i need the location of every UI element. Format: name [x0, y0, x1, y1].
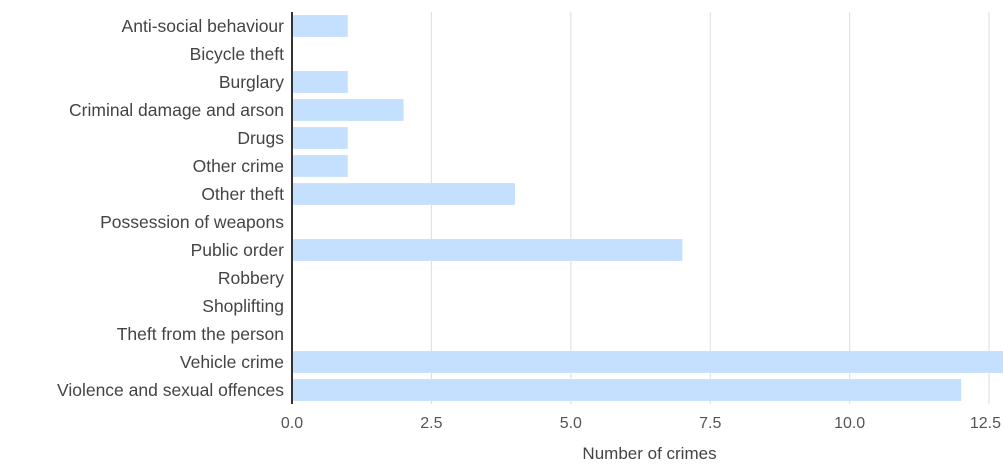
x-tick-label: 10.0 [834, 415, 865, 432]
x-tick-label: 12.5 [970, 415, 1001, 432]
category-labels: Anti-social behaviour Bicycle theft Burgla… [57, 16, 284, 400]
x-tick-label: 5.0 [560, 415, 582, 432]
category-label: Bicycle theft [190, 44, 284, 64]
bar [292, 239, 683, 261]
category-label: Robbery [218, 268, 284, 288]
x-tick-label: 0.0 [281, 415, 303, 432]
bar [292, 15, 348, 37]
bar [292, 127, 348, 149]
category-label: Theft from the person [117, 324, 284, 344]
gridlines [430, 12, 990, 404]
category-label: Burglary [219, 72, 284, 92]
bar [292, 183, 516, 205]
x-tick-label: 2.5 [420, 415, 442, 432]
category-label: Possession of weapons [100, 212, 284, 232]
category-label: Public order [191, 240, 285, 260]
category-label: Shoplifting [202, 296, 284, 316]
bar [292, 155, 348, 177]
bar [292, 71, 348, 93]
category-label: Vehicle crime [180, 352, 284, 372]
bar [292, 351, 1003, 373]
bar [292, 99, 404, 121]
category-label: Drugs [237, 128, 284, 148]
x-tick-labels: 0.0 2.5 5.0 7.5 10.0 12.5 [281, 415, 1001, 432]
x-axis-title: Number of crimes [582, 444, 716, 463]
category-label: Violence and sexual offences [57, 380, 284, 400]
bars [292, 15, 1003, 401]
category-label: Other theft [201, 184, 284, 204]
x-tick-label: 7.5 [699, 415, 721, 432]
category-label: Criminal damage and arson [69, 100, 284, 120]
category-label: Anti-social behaviour [122, 16, 285, 36]
category-label: Other crime [193, 156, 284, 176]
bar [292, 379, 962, 401]
